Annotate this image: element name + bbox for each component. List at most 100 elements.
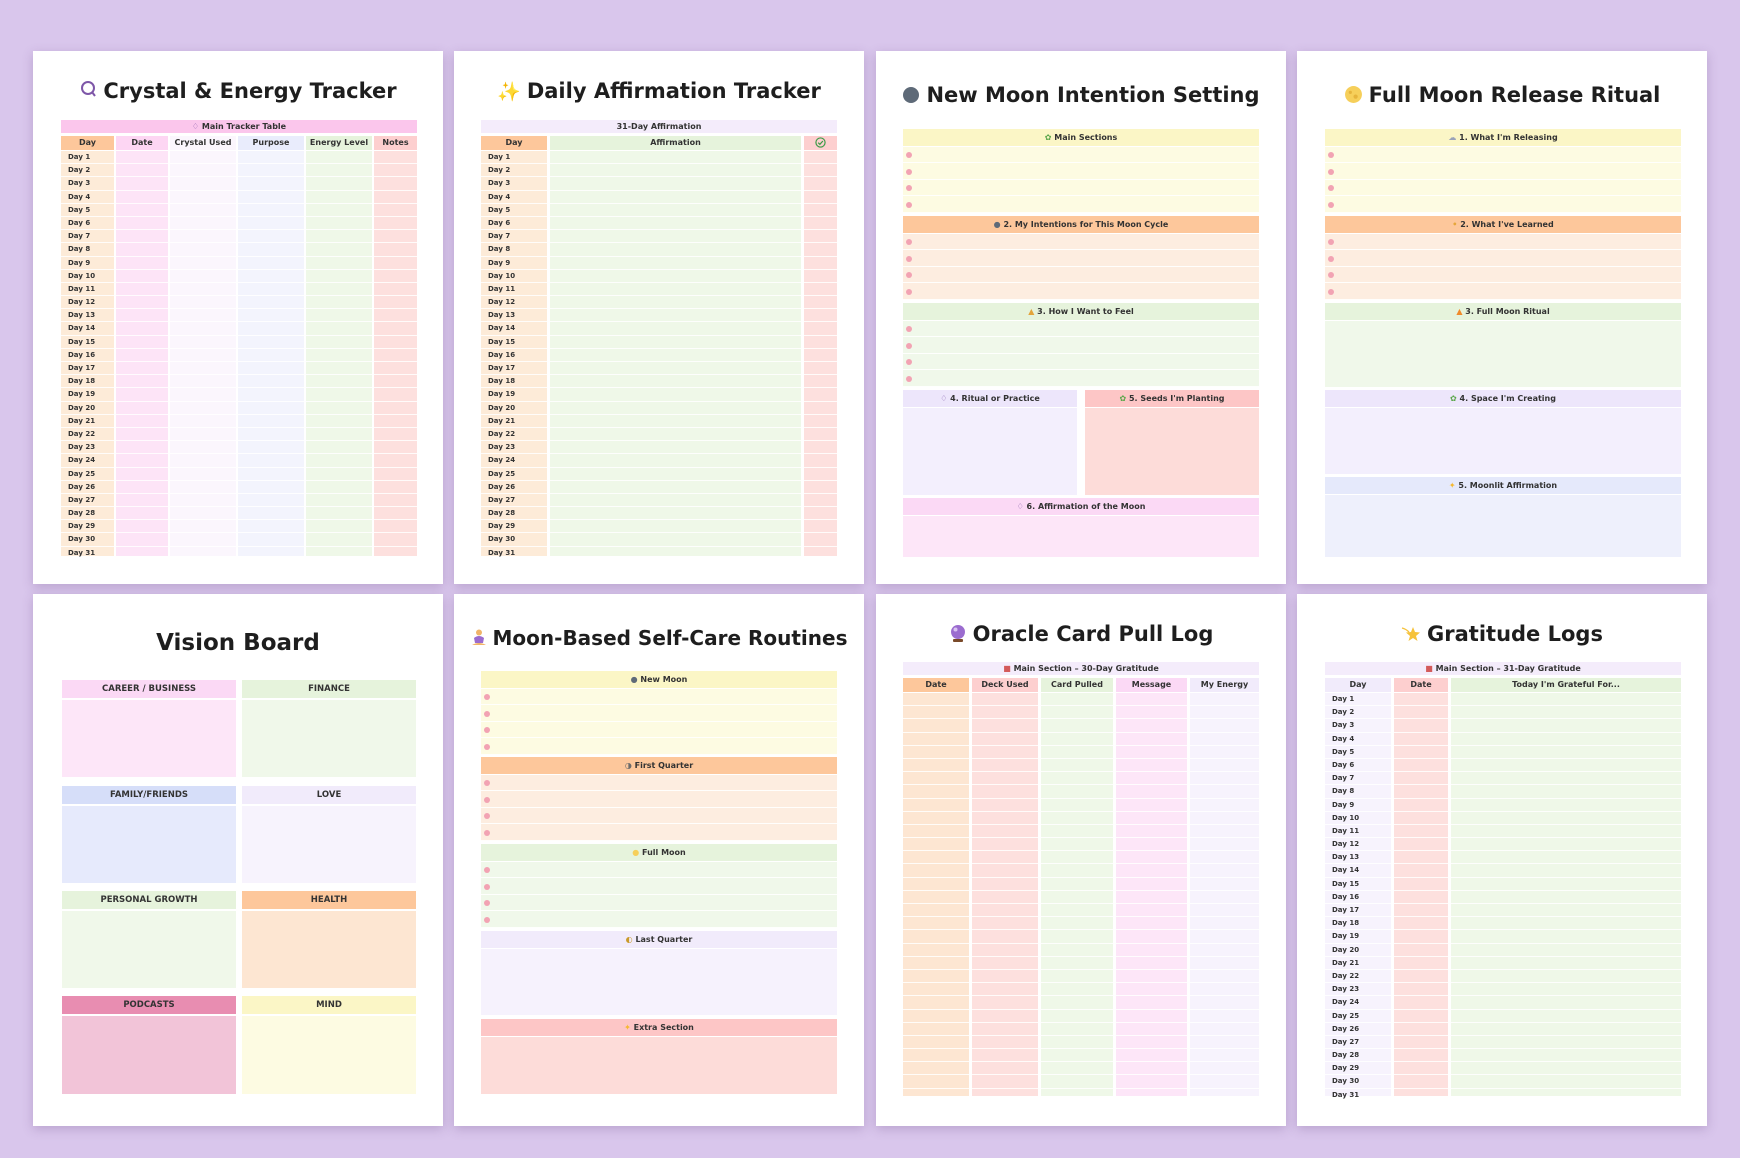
table-cell[interactable] (238, 468, 304, 481)
table-cell[interactable] (804, 507, 837, 521)
table-cell[interactable] (550, 494, 801, 508)
table-cell[interactable] (972, 799, 1038, 812)
bullet-line[interactable] (481, 689, 837, 705)
table-cell[interactable] (550, 270, 801, 283)
table-cell[interactable] (1041, 772, 1113, 786)
table-cell[interactable] (116, 217, 168, 231)
table-cell[interactable] (116, 151, 168, 165)
table-cell[interactable] (903, 864, 969, 878)
table-cell[interactable] (804, 454, 837, 468)
table-cell[interactable] (1190, 904, 1259, 918)
table-cell[interactable] (238, 507, 304, 521)
table-cell[interactable] (1041, 878, 1113, 891)
table-cell[interactable] (1116, 1036, 1187, 1050)
vision-box-podcasts[interactable] (62, 1016, 236, 1094)
table-cell[interactable] (116, 402, 168, 415)
table-cell[interactable] (238, 217, 304, 231)
table-cell[interactable] (1190, 1049, 1259, 1063)
table-cell[interactable] (1041, 825, 1113, 839)
table-cell[interactable] (306, 322, 372, 336)
table-cell[interactable] (374, 191, 417, 204)
table-cell[interactable] (1041, 1036, 1113, 1050)
table-cell[interactable] (903, 983, 969, 997)
table-cell[interactable] (170, 454, 236, 468)
table-cell[interactable] (1116, 838, 1187, 852)
table-cell[interactable] (804, 336, 837, 349)
table-cell[interactable] (972, 996, 1038, 1010)
table-cell[interactable] (972, 812, 1038, 825)
table-cell[interactable] (1394, 719, 1448, 733)
table-cell[interactable] (903, 904, 969, 918)
vision-box-finance[interactable] (242, 700, 416, 777)
table-cell[interactable] (306, 441, 372, 455)
table-cell[interactable] (306, 454, 372, 468)
table-cell[interactable] (1190, 812, 1259, 825)
table-cell[interactable] (903, 1062, 969, 1076)
table-cell[interactable] (238, 547, 304, 560)
table-cell[interactable] (972, 864, 1038, 878)
table-cell[interactable] (550, 533, 801, 547)
table-cell[interactable] (550, 362, 801, 376)
table-cell[interactable] (374, 336, 417, 349)
table-cell[interactable] (306, 151, 372, 165)
table-cell[interactable] (1451, 1089, 1681, 1102)
bullet-line[interactable] (903, 321, 1259, 337)
table-cell[interactable] (170, 494, 236, 508)
table-cell[interactable] (1116, 878, 1187, 891)
table-cell[interactable] (306, 217, 372, 231)
table-cell[interactable] (1394, 1023, 1448, 1036)
table-cell[interactable] (1451, 851, 1681, 865)
table-cell[interactable] (1041, 1023, 1113, 1036)
table-cell[interactable] (1451, 1049, 1681, 1063)
table-cell[interactable] (170, 520, 236, 534)
table-cell[interactable] (1041, 983, 1113, 997)
table-cell[interactable] (1451, 785, 1681, 799)
table-cell[interactable] (804, 230, 837, 244)
table-cell[interactable] (903, 812, 969, 825)
bullet-line[interactable] (903, 354, 1259, 370)
table-cell[interactable] (374, 507, 417, 521)
table-cell[interactable] (170, 375, 236, 389)
table-cell[interactable] (804, 428, 837, 442)
table-cell[interactable] (1451, 917, 1681, 931)
table-cell[interactable] (550, 402, 801, 415)
table-cell[interactable] (804, 296, 837, 310)
table-cell[interactable] (306, 177, 372, 191)
table-cell[interactable] (804, 441, 837, 455)
table-cell[interactable] (903, 970, 969, 984)
table-cell[interactable] (238, 230, 304, 244)
table-cell[interactable] (550, 230, 801, 244)
table-cell[interactable] (170, 336, 236, 349)
table-cell[interactable] (170, 481, 236, 494)
table-cell[interactable] (306, 336, 372, 349)
bullet-line[interactable] (481, 739, 837, 755)
table-cell[interactable] (1190, 1036, 1259, 1050)
table-cell[interactable] (238, 270, 304, 283)
table-cell[interactable] (238, 454, 304, 468)
table-cell[interactable] (170, 468, 236, 481)
affirmation-cells[interactable] (550, 151, 801, 560)
bullet-line[interactable] (903, 234, 1259, 250)
table-cell[interactable] (903, 693, 969, 707)
table-cell[interactable] (972, 1049, 1038, 1063)
bullet-line[interactable] (481, 808, 837, 824)
card-cells[interactable] (1041, 693, 1113, 1096)
table-cell[interactable] (972, 1062, 1038, 1076)
table-cell[interactable] (374, 520, 417, 534)
table-cell[interactable] (1394, 957, 1448, 970)
vision-box-mind[interactable] (242, 1016, 416, 1094)
table-cell[interactable] (804, 204, 837, 217)
bullet-line[interactable] (903, 338, 1259, 354)
table-cell[interactable] (116, 177, 168, 191)
table-cell[interactable] (550, 151, 801, 165)
table-cell[interactable] (1394, 944, 1448, 957)
table-cell[interactable] (550, 296, 801, 310)
table-cell[interactable] (238, 151, 304, 165)
table-cell[interactable] (116, 441, 168, 455)
table-cell[interactable] (1116, 759, 1187, 773)
table-cell[interactable] (972, 891, 1038, 904)
table-cell[interactable] (1394, 838, 1448, 852)
table-cell[interactable] (903, 1023, 969, 1036)
table-cell[interactable] (306, 520, 372, 534)
table-cell[interactable] (238, 402, 304, 415)
